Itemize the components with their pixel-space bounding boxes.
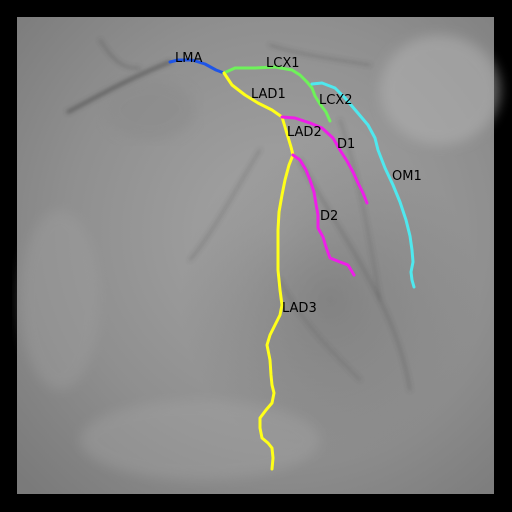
coronary-tree — [168, 58, 416, 471]
label-om1: OM1 — [392, 169, 422, 184]
label-lma: LMA — [175, 51, 202, 66]
label-d2: D2 — [320, 209, 338, 224]
unlabeled-vessels — [66, 39, 411, 391]
segment-labels: LMA LCX1 LCX2 OM1 LAD1 LAD2 LAD3 D1 D2 — [175, 51, 422, 316]
label-lad2: LAD2 — [287, 125, 322, 140]
segment-lad2 — [280, 115, 295, 157]
label-lad3: LAD3 — [282, 301, 317, 316]
label-lcx1: LCX1 — [266, 56, 300, 71]
segment-om1 — [310, 81, 416, 289]
label-lad1: LAD1 — [251, 87, 286, 102]
segment-lma — [168, 58, 226, 75]
label-lcx2: LCX2 — [319, 93, 353, 108]
segment-lcx1 — [222, 65, 309, 84]
segment-lad1 — [222, 71, 284, 119]
segment-d2 — [291, 153, 356, 277]
segment-d1 — [280, 115, 369, 205]
segment-lcx2 — [305, 80, 332, 123]
segment-lad3 — [258, 153, 295, 471]
label-d1: D1 — [337, 137, 355, 152]
